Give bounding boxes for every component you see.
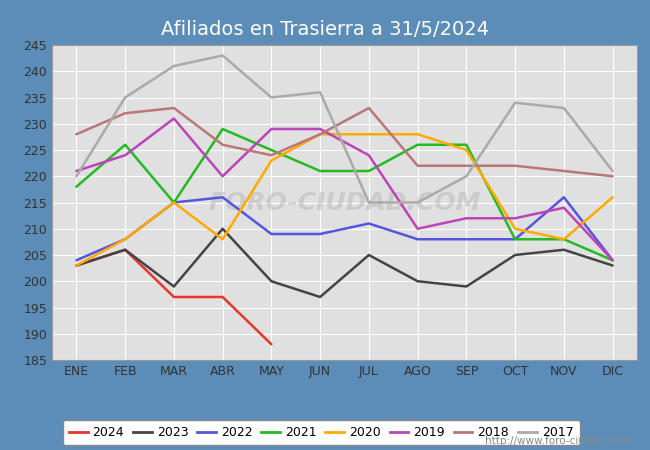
Text: Afiliados en Trasierra a 31/5/2024: Afiliados en Trasierra a 31/5/2024 [161,20,489,39]
Text: FORO-CIUDAD.COM: FORO-CIUDAD.COM [208,190,481,215]
Text: http://www.foro-ciudad.com: http://www.foro-ciudad.com [486,436,630,446]
Legend: 2024, 2023, 2022, 2021, 2020, 2019, 2018, 2017: 2024, 2023, 2022, 2021, 2020, 2019, 2018… [62,420,580,446]
